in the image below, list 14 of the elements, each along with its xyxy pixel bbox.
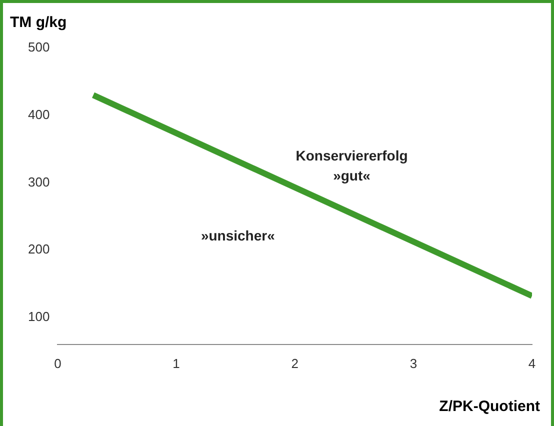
y-tick-label: 400 xyxy=(28,106,50,122)
x-tick-label: 4 xyxy=(528,356,536,371)
y-tick-label: 200 xyxy=(28,242,50,257)
y-tick-label: 100 xyxy=(28,309,50,324)
y-axis-title: TM g/kg xyxy=(10,14,67,31)
x-tick-label: 1 xyxy=(172,356,180,371)
annotation: »unsicher« xyxy=(200,228,276,244)
y-tick-label: 300 xyxy=(28,174,50,190)
x-axis-title: Z/PK-Quotient xyxy=(439,398,540,415)
annotation: Konserviererfolg »gut« xyxy=(296,148,408,184)
x-tick-label: 0 xyxy=(54,356,62,371)
y-tick-label: 500 xyxy=(28,40,50,55)
x-tick-label: 2 xyxy=(291,356,298,371)
x-tick-label: 3 xyxy=(410,356,418,371)
